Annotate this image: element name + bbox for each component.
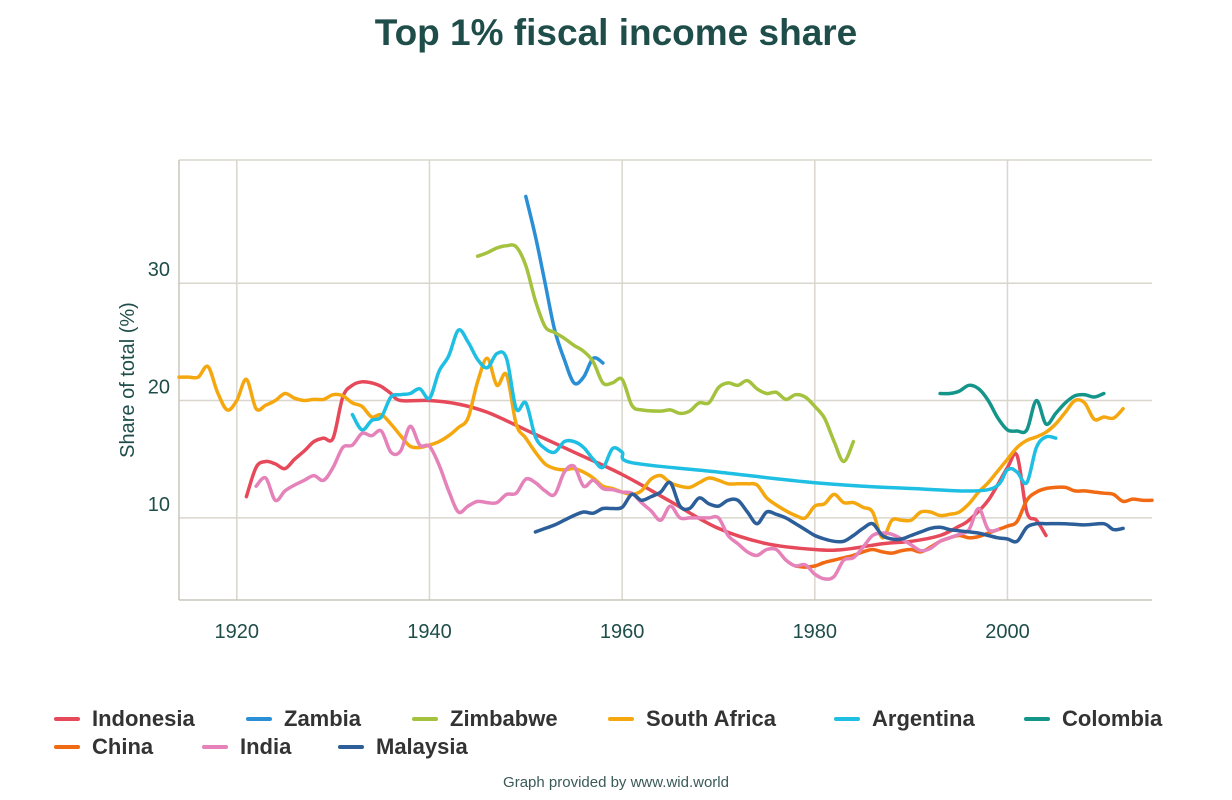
legend-item-colombia[interactable]: Colombia [1024, 704, 1162, 734]
grid [179, 159, 1152, 600]
legend-swatch [54, 745, 80, 749]
chart-title: Top 1% fiscal income share [374, 12, 858, 53]
legend-item-south-africa[interactable]: South Africa [608, 704, 776, 734]
series-line-zimbabwe[interactable] [475, 243, 856, 464]
axes: 10 20 30 1920 1940 1960 1980 2000 [148, 160, 1152, 643]
y-tick-label: 20 [148, 377, 170, 399]
credit-text: Graph provided by www.wid.world [503, 774, 729, 791]
series-line-colombia[interactable] [938, 383, 1106, 435]
series-line-argentina[interactable] [350, 327, 1058, 493]
legend-item-zimbabwe[interactable]: Zimbabwe [412, 704, 558, 734]
legend-label: Malaysia [376, 734, 468, 759]
legend-swatch [54, 717, 80, 721]
legend-item-zambia[interactable]: Zambia [246, 704, 361, 734]
legend-label: Zimbabwe [450, 706, 558, 731]
series-line-malaysia[interactable] [533, 480, 1125, 544]
x-tick-label: 2000 [985, 621, 1030, 643]
series-lines [177, 194, 1154, 581]
legend-label: Indonesia [92, 706, 195, 731]
series-line-indonesia[interactable] [244, 379, 1048, 552]
legend-label: Argentina [872, 706, 975, 731]
x-tick-label: 1980 [793, 621, 838, 643]
legend-item-indonesia[interactable]: Indonesia [54, 704, 195, 734]
series-line-south-africa[interactable] [177, 356, 1125, 540]
legend-swatch [834, 717, 860, 721]
legend-label: Colombia [1062, 706, 1163, 731]
legend-item-malaysia[interactable]: Malaysia [338, 732, 468, 762]
legend-label: India [240, 734, 292, 759]
legend-item-china[interactable]: China [54, 732, 153, 762]
legend-swatch [202, 745, 228, 749]
x-tick-label: 1960 [600, 621, 645, 643]
legend-label: South Africa [646, 706, 776, 731]
x-tick-label: 1920 [215, 621, 260, 643]
legend-item-argentina[interactable]: Argentina [834, 704, 975, 734]
legend-swatch [246, 717, 272, 721]
legend-item-india[interactable]: India [202, 732, 291, 762]
series-line-zambia[interactable] [524, 194, 605, 386]
legend-label: China [92, 734, 154, 759]
y-tick-label: 30 [148, 259, 170, 281]
x-tick-label: 1940 [407, 621, 452, 643]
legend-swatch [338, 745, 364, 749]
series-line-india[interactable] [254, 424, 1000, 581]
y-tick-label: 10 [148, 494, 170, 516]
legend-swatch [412, 717, 438, 721]
legend-label: Zambia [284, 706, 362, 731]
legend-swatch [608, 717, 634, 721]
legend-swatch [1024, 717, 1050, 721]
y-axis-label: Share of total (%) [117, 302, 139, 458]
